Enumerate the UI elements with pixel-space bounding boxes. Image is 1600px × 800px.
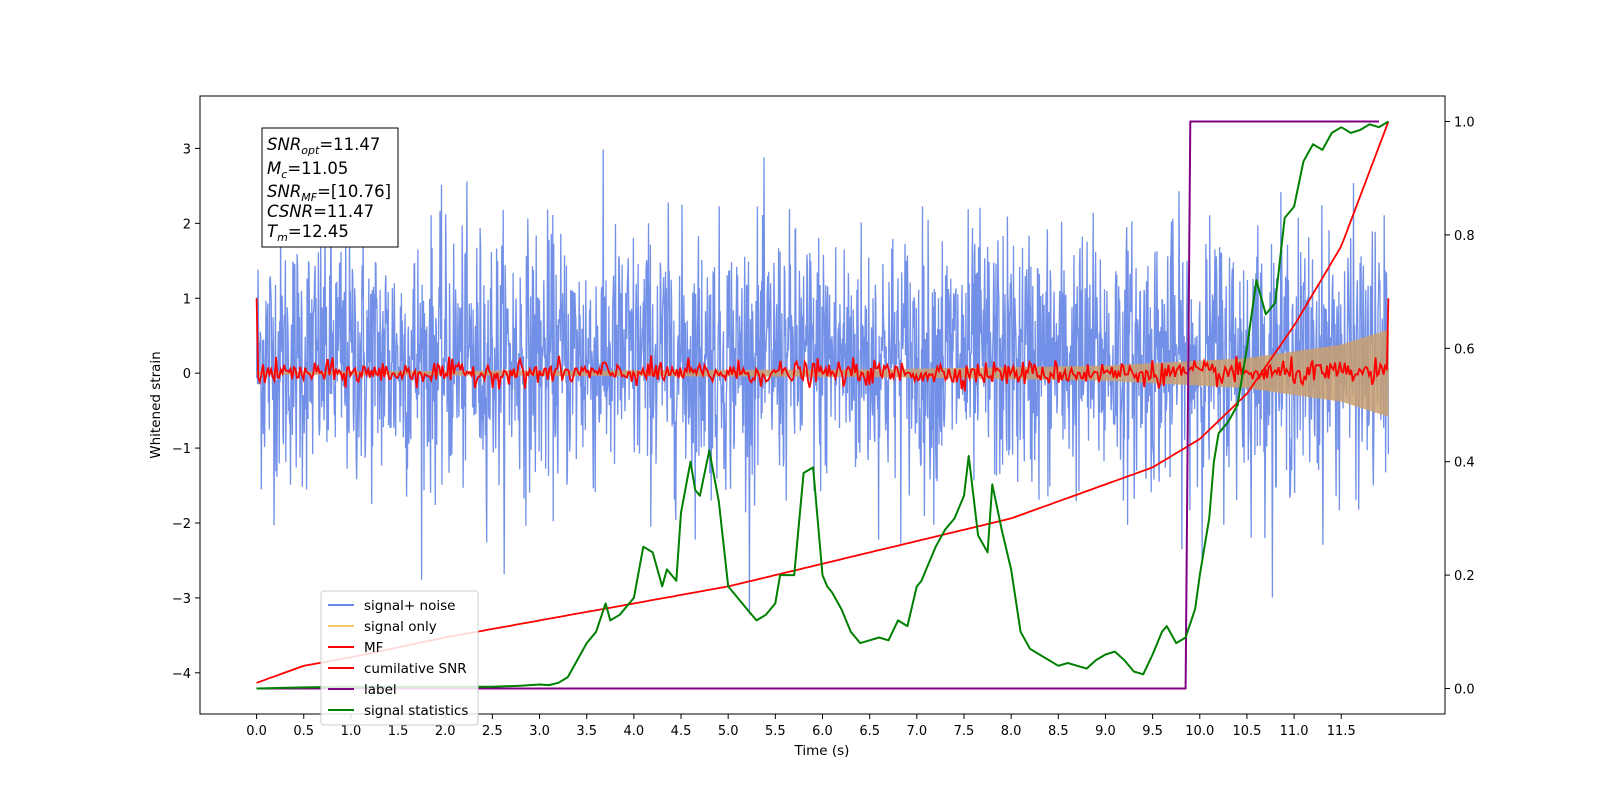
x-tick-label: 4.0 [624,724,645,739]
x-tick-label: 7.5 [954,724,975,739]
y2-tick-label: 0.0 [1454,682,1475,697]
legend-entry-label-text: label [364,682,397,698]
x-tick-label: 6.0 [812,724,833,739]
x-tick-label: 6.5 [859,724,880,739]
series-label-line [256,120,1379,690]
legend-entry-signal-statistics-text: signal statistics [364,703,468,719]
annotation-line-snr-opt: SNRopt=11.47 [267,135,380,157]
legend-entry-signal-noise-text: signal+ noise [364,598,455,614]
series-signal-only-line [256,329,1389,417]
annotation-line-csnr: CSNR=11.47 [267,202,374,221]
series-signal-noise-line [255,149,1390,615]
y2-tick-label: 0.2 [1454,569,1475,584]
annotation-line-snr-mf: SNRMF=[10.76] [267,182,391,204]
x-tick-label: 2.0 [435,724,456,739]
y-tick-label: 0 [183,367,191,382]
x-tick-label: 0.5 [293,724,314,739]
annotation-box: SNRopt=11.47 Mc=11.05 SNRMF=[10.76] CSNR… [261,127,399,248]
x-tick-label: 1.0 [341,724,362,739]
y-tick-label: 3 [183,142,191,157]
x-tick-label: 11.0 [1280,724,1309,739]
x-tick-label: 9.5 [1142,724,1163,739]
y2-tick-label: 1.0 [1454,116,1475,131]
series-mf-line [255,298,1390,392]
x-tick-label: 8.5 [1048,724,1069,739]
legend-entry-signal-only-text: signal only [364,619,437,635]
legend-frame [320,590,479,726]
annotation-line-mc: Mc=11.05 [267,159,348,181]
y2-tick-label: 0.6 [1454,342,1475,357]
x-tick-label: 5.0 [718,724,739,739]
legend: signal+ noise signal only MF cumilative SNR… [320,590,479,726]
series-signal-statistics-line [256,120,1389,690]
y-tick-label: −2 [172,517,191,532]
y2-tick-label: 0.4 [1454,456,1475,471]
x-tick-label: 5.5 [765,724,786,739]
y-tick-label: −3 [172,592,191,607]
x-tick-label: 4.5 [671,724,692,739]
x-axis-label: Time (s) [794,743,850,759]
y-axis-label: Whitened strain [148,351,164,458]
x-tick-label: 3.0 [529,724,550,739]
x-tick-label: 3.5 [576,724,597,739]
y-tick-label: 1 [183,292,191,307]
y-tick-label: −1 [172,442,191,457]
x-tick-label: 10.0 [1185,724,1214,739]
annotation-line-tm: Tm=12.45 [267,222,349,244]
y-tick-label: 2 [183,217,191,232]
axes: 0.0 0.5 1.0 1.5 2.0 2.5 3.0 3.5 4.0 4.5 5.0 5.5 6.0 6… [172,116,1475,739]
x-tick-label: 10.5 [1232,724,1261,739]
x-tick-label: 1.5 [388,724,409,739]
y2-tick-label: 0.8 [1454,229,1475,244]
legend-entry-mf-text: MF [364,640,383,656]
x-tick-label: 8.0 [1001,724,1022,739]
x-tick-label: 9.0 [1095,724,1116,739]
x-tick-label: 7.0 [906,724,927,739]
x-tick-label: 2.5 [482,724,503,739]
x-tick-label: 0.0 [246,724,267,739]
legend-entry-cumulative-snr-text: cumilative SNR [364,661,467,677]
x-tick-label: 11.5 [1327,724,1356,739]
y-tick-label: −4 [172,667,191,682]
